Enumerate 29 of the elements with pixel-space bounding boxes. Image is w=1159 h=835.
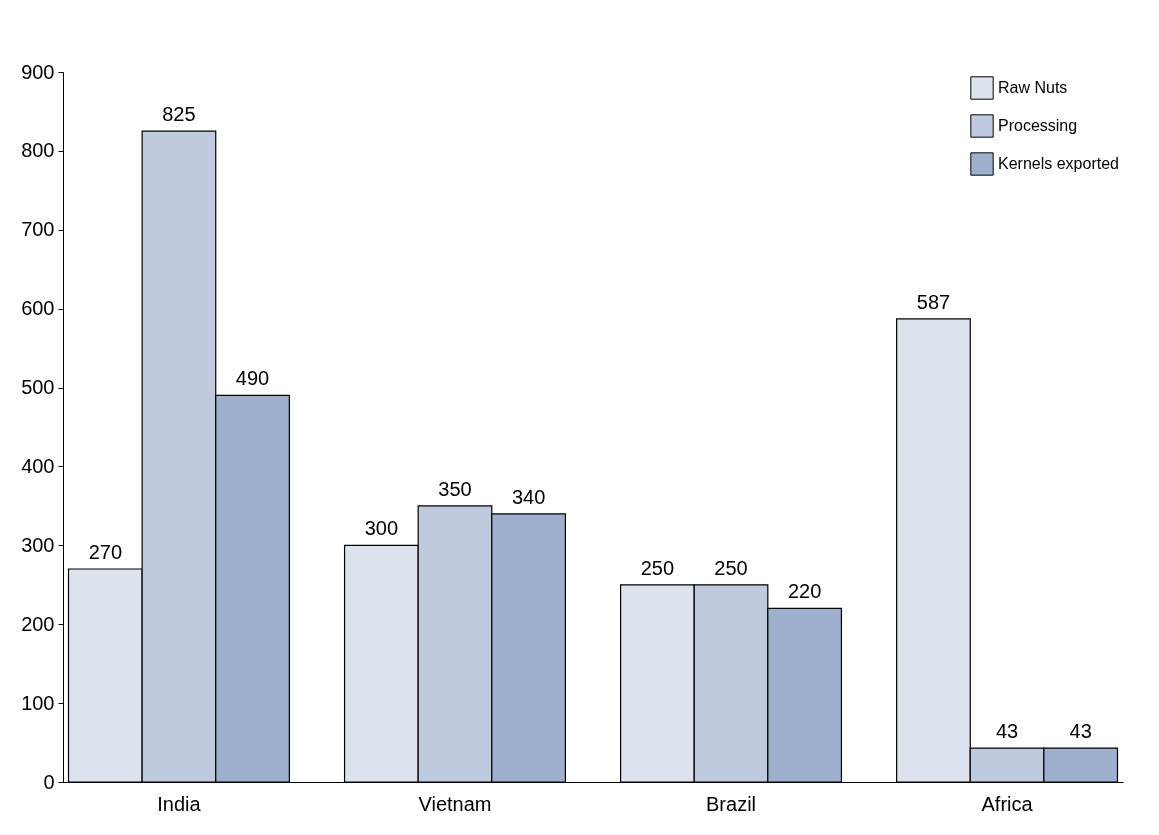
x-tick-label: Africa	[981, 792, 1034, 815]
data-label: 490	[235, 367, 270, 390]
data-label: 300	[364, 517, 399, 540]
data-label: 43	[1069, 720, 1092, 743]
legend-label: Kernels exported	[998, 155, 1119, 172]
y-tick-label: 500	[21, 376, 55, 399]
x-tick-label: India	[157, 792, 202, 815]
y-tick-label: 900	[21, 60, 55, 83]
legend-label: Processing	[998, 117, 1078, 134]
data-label: 270	[88, 541, 123, 563]
y-tick-label: 400	[21, 454, 55, 477]
data-label: 587	[916, 290, 951, 313]
x-tick-label: Vietnam	[418, 792, 492, 815]
data-label: 340	[511, 485, 546, 508]
x-tick-label: Brazil	[706, 792, 757, 815]
data-label: 43	[995, 720, 1019, 743]
y-tick-label: 600	[21, 297, 55, 320]
data-label: 250	[714, 556, 748, 579]
y-tick-label: 800	[21, 139, 55, 162]
y-tick-label: 0	[43, 770, 55, 793]
data-label: 250	[640, 556, 675, 579]
data-label: 220	[787, 580, 822, 603]
y-tick-label: 700	[21, 218, 55, 241]
data-label: 825	[162, 103, 196, 126]
y-tick-label: 300	[21, 533, 55, 556]
y-tick-label: 100	[21, 691, 55, 714]
y-tick-label: 200	[21, 612, 55, 635]
data-label: 350	[438, 477, 472, 500]
legend-label: Raw Nuts	[998, 79, 1068, 96]
